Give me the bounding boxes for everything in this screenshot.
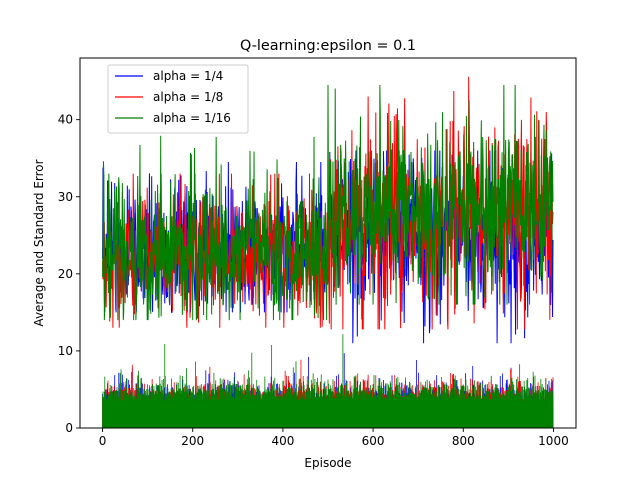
error-bar-layer	[102, 334, 554, 428]
x-tick-label: 200	[181, 434, 204, 448]
legend-label-alpha-eighth: alpha = 1/8	[153, 90, 223, 104]
x-axis: 0 200 400 600 800 1000	[99, 428, 569, 448]
x-tick-label: 0	[99, 434, 107, 448]
y-tick-label: 10	[58, 344, 73, 358]
y-tick-label: 40	[58, 113, 73, 127]
y-tick-label: 20	[58, 267, 73, 281]
x-tick-label: 400	[271, 434, 294, 448]
y-axis: 0 10 20 30 40	[58, 113, 80, 435]
x-tick-label: 800	[452, 434, 475, 448]
legend-label-alpha-sixteenth: alpha = 1/16	[153, 111, 231, 125]
x-axis-label: Episode	[304, 456, 351, 470]
series-layer	[102, 76, 554, 344]
error-bars-alpha-1-16	[102, 334, 554, 428]
y-tick-label: 30	[58, 190, 73, 204]
plot-frame	[79, 57, 577, 429]
legend: alpha = 1/4 alpha = 1/8 alpha = 1/16	[107, 64, 249, 134]
y-axis-label: Average and Standard Error	[32, 159, 46, 326]
y-tick-label: 0	[65, 421, 73, 435]
series-line-alpha-1-16	[102, 84, 554, 321]
x-tick-label: 1000	[538, 434, 569, 448]
legend-label-alpha-quarter: alpha = 1/4	[153, 69, 223, 83]
legend-box	[107, 64, 249, 134]
chart-title: Q-learning:epsilon = 0.1	[240, 38, 416, 54]
series-line-alpha-1-8	[102, 76, 554, 330]
x-tick-label: 600	[362, 434, 385, 448]
plot-marks	[102, 76, 554, 428]
